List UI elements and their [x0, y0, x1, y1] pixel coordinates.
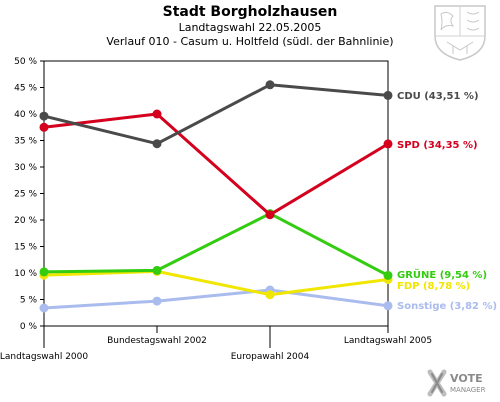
chart-title: Stadt Borgholzhausen: [162, 4, 338, 20]
data-point-sonstige: [39, 303, 49, 313]
data-point-gruene: [383, 270, 393, 280]
data-point-cdu: [383, 90, 393, 100]
x-axis: Landtagswahl 2000 Bundestagswahl 2002 Euro…: [0, 326, 432, 362]
data-point-spd: [265, 210, 275, 220]
series-label-cdu: CDU (43,51 %): [397, 91, 479, 102]
data-point-sonstige: [383, 301, 393, 311]
logo-text-manager: MANAGER: [450, 386, 486, 394]
plot-frame: [43, 60, 389, 327]
data-point-spd: [152, 109, 162, 119]
y-tick-label: 25 %: [14, 190, 37, 200]
data-point-spd: [39, 122, 49, 132]
y-tick-label: 0 %: [20, 322, 38, 332]
data-point-sonstige: [152, 296, 162, 306]
series-group: [39, 80, 393, 313]
title-block: Stadt Borgholzhausen Landtagswahl 22.05.…: [0, 4, 500, 49]
ballot-x-icon: [427, 369, 447, 397]
y-tick-label: 45 %: [14, 84, 37, 94]
y-tick-label: 40 %: [14, 110, 37, 120]
series-line-gruene: [43, 212, 389, 277]
series-label-sonstige: Sonstige (3,82 %): [397, 301, 497, 312]
series-line-fdp: [43, 269, 389, 297]
y-tick-label: 35 %: [14, 137, 37, 147]
y-tick-label: 20 %: [14, 216, 37, 226]
logo-text-vote: VOTE: [450, 372, 483, 385]
series-label-fdp: FDP (8,78 %): [397, 281, 470, 292]
data-point-spd: [383, 139, 393, 149]
chart-subtitle-2: Verlauf 010 - Casum u. Holtfeld (südl. d…: [106, 35, 394, 48]
x-tick-label: Bundestagswahl 2002: [107, 336, 207, 346]
series-line-cdu: [43, 83, 389, 146]
y-axis: 0 % 5 % 10 % 15 % 20 % 25 % 30 % 35 % 40 % 45 % 50…: [14, 57, 44, 332]
data-point-fdp: [265, 290, 275, 300]
nrw-coat-of-arms-icon: [434, 5, 486, 61]
plot-area: [43, 60, 389, 327]
series-label-spd: SPD (34,35 %): [397, 140, 478, 151]
vote-manager-logo: VOTE MANAGER: [426, 368, 498, 402]
data-point-gruene: [39, 267, 49, 277]
data-point-cdu: [265, 80, 275, 90]
y-tick-label: 50 %: [14, 57, 37, 67]
y-tick-label: 15 %: [14, 243, 37, 253]
series-line-spd: [43, 112, 389, 217]
data-point-gruene: [152, 265, 162, 275]
y-tick-label: 5 %: [20, 296, 38, 306]
x-tick-label: Landtagswahl 2000: [0, 352, 88, 362]
x-tick-label: Europawahl 2004: [231, 352, 310, 362]
series-labels: CDU (43,51 %) SPD (34,35 %) GRÜNE (9,54 %)…: [397, 91, 497, 312]
series-label-gruene: GRÜNE (9,54 %): [397, 267, 487, 281]
y-tick-label: 10 %: [14, 269, 37, 279]
data-point-cdu: [39, 111, 49, 121]
x-tick-label: Landtagswahl 2005: [344, 336, 432, 346]
data-point-cdu: [152, 139, 162, 149]
series-line-sonstige: [43, 288, 389, 310]
chart-subtitle: Landtagswahl 22.05.2005: [178, 21, 322, 34]
y-tick-label: 30 %: [14, 163, 37, 173]
